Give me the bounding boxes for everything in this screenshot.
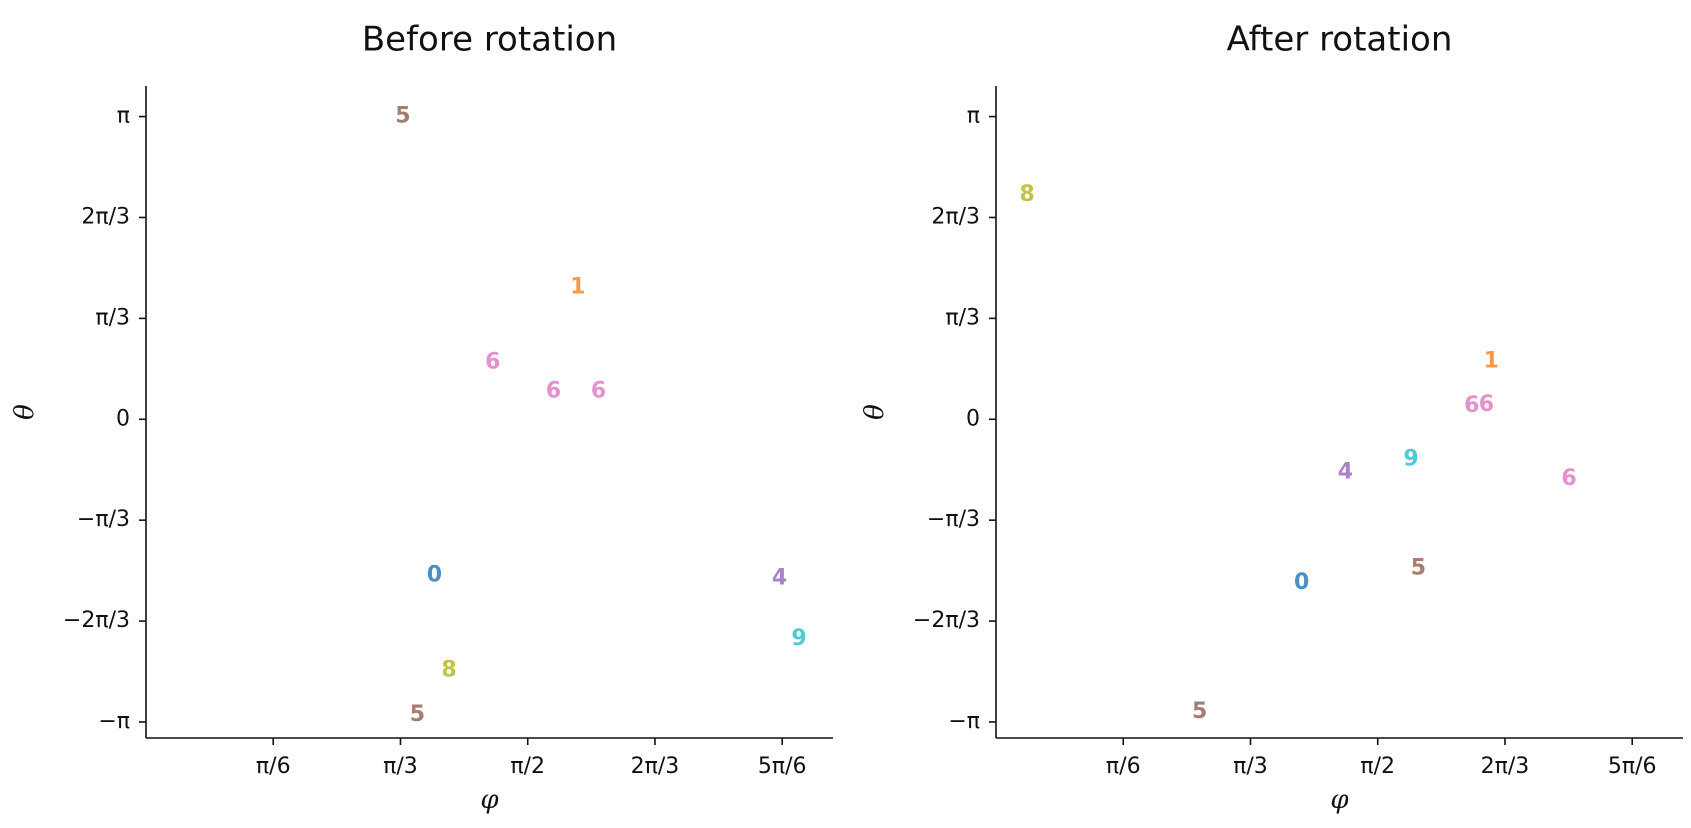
chart-title: Before rotation bbox=[362, 20, 617, 60]
y-tick-label: π bbox=[967, 104, 980, 129]
data-point: 6 bbox=[546, 378, 561, 403]
data-point: 4 bbox=[772, 565, 787, 590]
data-point: 6 bbox=[1464, 393, 1479, 418]
y-tick-label: 2π/3 bbox=[81, 204, 130, 229]
x-tick-label: 2π/3 bbox=[1481, 754, 1530, 779]
data-point: 1 bbox=[570, 274, 585, 299]
y-tick-label: −2π/3 bbox=[913, 608, 980, 633]
data-point: 8 bbox=[1019, 182, 1034, 207]
chart-panel-1: Before rotation π/6 π/3 π/2 2π/3 5π/6 π 2π/3 π/3… bbox=[10, 20, 833, 815]
y-tick-label: −π bbox=[948, 709, 980, 734]
x-tick-label: π/2 bbox=[510, 754, 545, 779]
y-axis-label: θ bbox=[860, 404, 890, 420]
data-point: 1 bbox=[1484, 348, 1499, 373]
data-point: 0 bbox=[1294, 570, 1309, 595]
x-tick-label: 5π/6 bbox=[758, 754, 807, 779]
x-tick-label: π/6 bbox=[256, 754, 291, 779]
x-axis-label: φ bbox=[1330, 785, 1349, 815]
data-point: 4 bbox=[1338, 459, 1353, 484]
data-point: 5 bbox=[1411, 556, 1426, 581]
data-point: 5 bbox=[410, 702, 425, 727]
x-tick-label: 5π/6 bbox=[1608, 754, 1657, 779]
data-point: 5 bbox=[1192, 699, 1207, 724]
chart-panel-2: After rotation π/6 π/3 π/2 2π/3 5π/6 π 2π/3 π/3 0… bbox=[860, 20, 1683, 815]
x-tick-label: π/6 bbox=[1106, 754, 1141, 779]
x-tick-label: π/3 bbox=[383, 754, 418, 779]
data-point: 6 bbox=[591, 378, 606, 403]
y-tick-label: −π bbox=[98, 709, 130, 734]
data-point: 5 bbox=[395, 104, 410, 129]
y-tick-label: −π/3 bbox=[77, 507, 130, 532]
data-point: 9 bbox=[791, 626, 806, 651]
y-tick-label: 0 bbox=[116, 406, 130, 431]
data-point: 9 bbox=[1403, 447, 1418, 472]
x-tick-label: 2π/3 bbox=[631, 754, 680, 779]
data-point: 6 bbox=[485, 349, 500, 374]
y-tick-label: 0 bbox=[966, 406, 980, 431]
x-tick-label: π/2 bbox=[1360, 754, 1395, 779]
y-axis-label: θ bbox=[10, 404, 40, 420]
data-point: 8 bbox=[441, 658, 456, 683]
chart-title: After rotation bbox=[1227, 20, 1453, 60]
y-tick-label: −π/3 bbox=[927, 507, 980, 532]
y-tick-label: π/3 bbox=[945, 305, 980, 330]
data-point: 6 bbox=[1479, 392, 1494, 417]
data-point: 0 bbox=[427, 562, 442, 587]
y-tick-label: π bbox=[117, 104, 130, 129]
data-point: 6 bbox=[1561, 466, 1576, 491]
x-axis-label: φ bbox=[480, 785, 499, 815]
y-tick-label: 2π/3 bbox=[931, 204, 980, 229]
y-tick-label: −2π/3 bbox=[63, 608, 130, 633]
x-tick-label: π/3 bbox=[1233, 754, 1268, 779]
y-tick-label: π/3 bbox=[95, 305, 130, 330]
